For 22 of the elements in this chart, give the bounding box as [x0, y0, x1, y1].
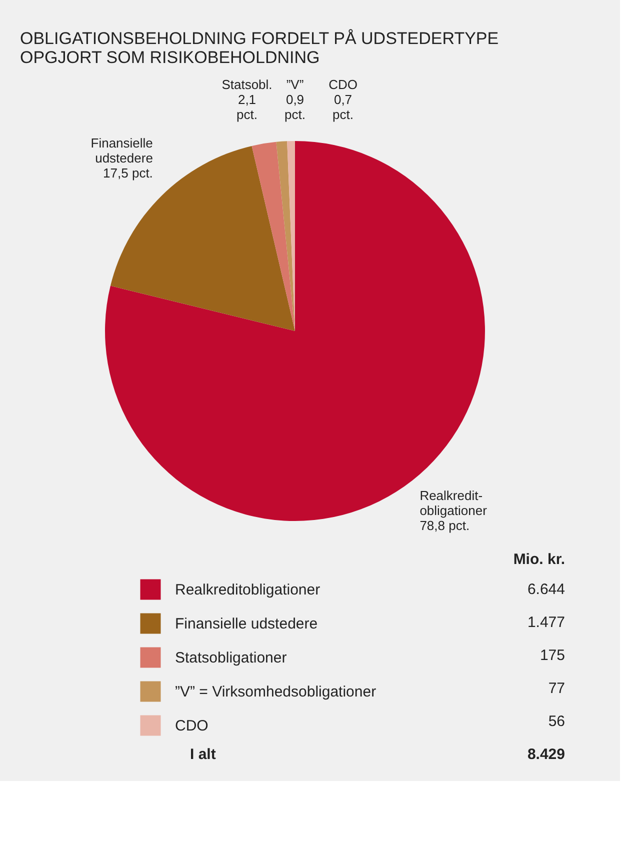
text: OBLIGATIONSBEHOLDNING FORDELT PÅ UDSTEDERTYPE [20, 29, 499, 48]
text: CDO 0,7 pct. [328, 77, 358, 122]
text: Statsobl. 2,1 pct. [222, 77, 272, 122]
data-label: 6.644 [527, 581, 565, 598]
text: ”V” 0,9 pct. [284, 77, 306, 122]
legend-label: Statsobligationer [175, 650, 287, 666]
legend-label: ”V” = Virksomhedsobligationer [175, 684, 376, 700]
data-label: 175 [540, 647, 565, 664]
text: Realkredit- obligationer 78,8 pct. [420, 488, 488, 533]
pie-slice [252, 142, 295, 331]
pie-slice [276, 141, 295, 331]
legend-label: Finansielle udstedere [175, 616, 318, 632]
legend-label: Realkreditobligationer [175, 582, 320, 598]
text: Finansielle udstedere 17,5 pct. [90, 135, 153, 180]
data-label: 1.477 [527, 614, 565, 631]
text: OPGJORT SOM RISIKOBEHOLDNING [20, 48, 320, 67]
data-label: 56 [548, 713, 565, 730]
text: 8.429 [527, 746, 565, 763]
data-label: 77 [548, 680, 565, 697]
legend-label: CDO [175, 718, 208, 734]
legend-title: Mio. kr. [513, 551, 565, 568]
text: I alt [190, 746, 216, 763]
